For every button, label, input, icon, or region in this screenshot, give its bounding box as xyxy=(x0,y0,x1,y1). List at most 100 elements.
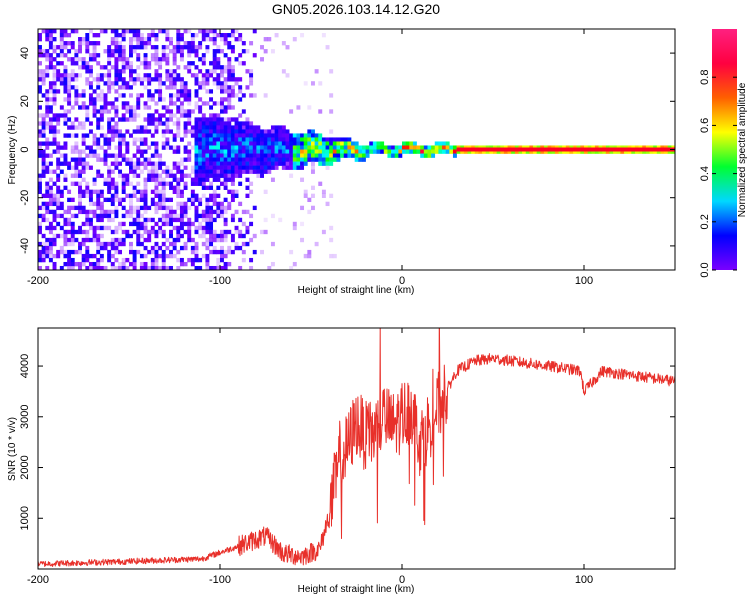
spectrogram-cell xyxy=(129,109,133,114)
spectrogram-cell xyxy=(99,205,104,211)
spectrogram-cell xyxy=(234,245,239,251)
spectrogram-cell xyxy=(129,261,133,267)
spectrogram-cell xyxy=(107,57,112,62)
spectrogram-cell xyxy=(402,145,406,150)
spectrogram-cell xyxy=(307,149,312,154)
snr-frame xyxy=(37,327,676,570)
spectrogram-cell xyxy=(165,221,170,227)
spectrogram-cell xyxy=(165,45,170,50)
spectrogram-cell xyxy=(205,197,210,203)
spectrogram-cell xyxy=(238,89,243,94)
spectrogram-cell xyxy=(194,137,199,142)
spectrogram-cell xyxy=(56,157,61,162)
spectrogram-cell xyxy=(92,109,97,114)
spectrogram-cell xyxy=(107,213,112,219)
spectrogram-cell xyxy=(129,221,133,227)
spectrogram-cell xyxy=(63,109,68,114)
spectrogram-cell xyxy=(114,49,119,54)
spectrogram-cell xyxy=(198,29,203,34)
spectrogram-cell xyxy=(467,149,472,154)
spectrogram-cell xyxy=(114,265,119,270)
spectrogram-cell xyxy=(136,181,141,186)
spectrogram-cell xyxy=(205,137,210,142)
spectrogram-cell xyxy=(132,113,137,118)
spectrogram-cell xyxy=(172,245,177,251)
spectrogram-cell xyxy=(361,149,366,154)
spectrogram-cell xyxy=(169,205,173,211)
spectrogram-cell xyxy=(176,185,181,190)
spectrogram-cell xyxy=(347,153,352,158)
spectrogram-cell xyxy=(212,249,217,255)
spectrogram-cell xyxy=(48,241,53,247)
spectrogram-cell xyxy=(99,93,104,98)
spectrogram-cell xyxy=(129,213,133,219)
spectrogram-cell xyxy=(161,201,166,207)
spectrogram-cell xyxy=(52,241,57,247)
spectrogram-cell xyxy=(431,149,436,154)
spectrogram-cell xyxy=(129,165,133,170)
spectrogram-cell xyxy=(110,237,115,243)
spectrogram-cell xyxy=(212,113,217,118)
spectrogram-cell xyxy=(45,105,50,110)
spectrogram-cell xyxy=(194,141,199,146)
spectrogram-cell xyxy=(292,157,297,162)
spectrogram-cell xyxy=(176,237,181,243)
spectrogram-cell xyxy=(63,41,68,46)
spectrogram-cell xyxy=(107,217,112,223)
spectrogram-cell xyxy=(143,265,148,270)
spectrogram-cell xyxy=(263,149,268,154)
spectrogram-cell xyxy=(256,149,261,154)
spectrogram-cell xyxy=(187,53,192,58)
spectrogram-cell xyxy=(154,201,159,207)
spectrogram-cell xyxy=(154,61,159,66)
spectrogram-cell xyxy=(129,41,133,46)
spectrogram-cell xyxy=(110,137,115,142)
spectrogram-cell xyxy=(187,153,192,158)
spectrogram-cell xyxy=(52,237,57,243)
spectrogram-cell xyxy=(172,173,177,178)
spectrogram-cell xyxy=(176,145,181,150)
spectrogram-cell xyxy=(118,197,123,203)
spectrogram-cell xyxy=(176,45,181,50)
spectrogram-cell xyxy=(209,193,214,198)
spectrogram-cell xyxy=(154,73,159,78)
spectrogram-x-tick-label: 100 xyxy=(575,275,593,287)
spectrogram-cell xyxy=(70,237,75,243)
spectrogram-cell xyxy=(99,257,104,263)
spectrogram-cell xyxy=(139,225,144,231)
spectrogram-cell xyxy=(78,125,82,130)
spectrogram-cell xyxy=(147,169,152,174)
spectrogram-cell xyxy=(281,137,286,142)
spectrogram-cell xyxy=(56,197,61,203)
spectrogram-cell xyxy=(194,213,199,219)
spectrogram-cell xyxy=(358,157,363,162)
spectrogram-cell xyxy=(209,117,214,122)
spectrogram-cell xyxy=(78,161,82,166)
spectrogram-cell xyxy=(394,153,399,158)
spectrogram-cell xyxy=(216,77,221,82)
spectrogram-cell xyxy=(205,157,210,162)
spectrogram-cell xyxy=(274,137,279,142)
spectrogram-cell xyxy=(129,73,133,78)
spectrogram-cell xyxy=(220,49,224,54)
spectrogram-cell xyxy=(198,173,203,178)
spectrogram-cell xyxy=(70,41,75,46)
spectrogram-cell xyxy=(183,41,188,46)
spectrogram-cell xyxy=(103,93,108,98)
spectrogram-cell xyxy=(303,161,308,166)
spectrogram-cell xyxy=(187,41,192,46)
spectrogram-cell xyxy=(78,261,82,267)
snr-x-axis-title: Height of straight line (km) xyxy=(298,584,415,595)
spectrogram-cell xyxy=(161,253,166,259)
spectrogram-cell xyxy=(74,77,79,82)
spectrogram-cell xyxy=(212,197,217,203)
spectrogram-cell xyxy=(172,217,177,223)
spectrogram-cell xyxy=(121,229,126,235)
spectrogram-cell xyxy=(321,137,326,142)
spectrogram-cell xyxy=(194,225,199,231)
spectrogram-cell xyxy=(212,133,217,138)
spectrogram-cell xyxy=(139,197,144,203)
spectrogram-cell xyxy=(125,129,130,134)
